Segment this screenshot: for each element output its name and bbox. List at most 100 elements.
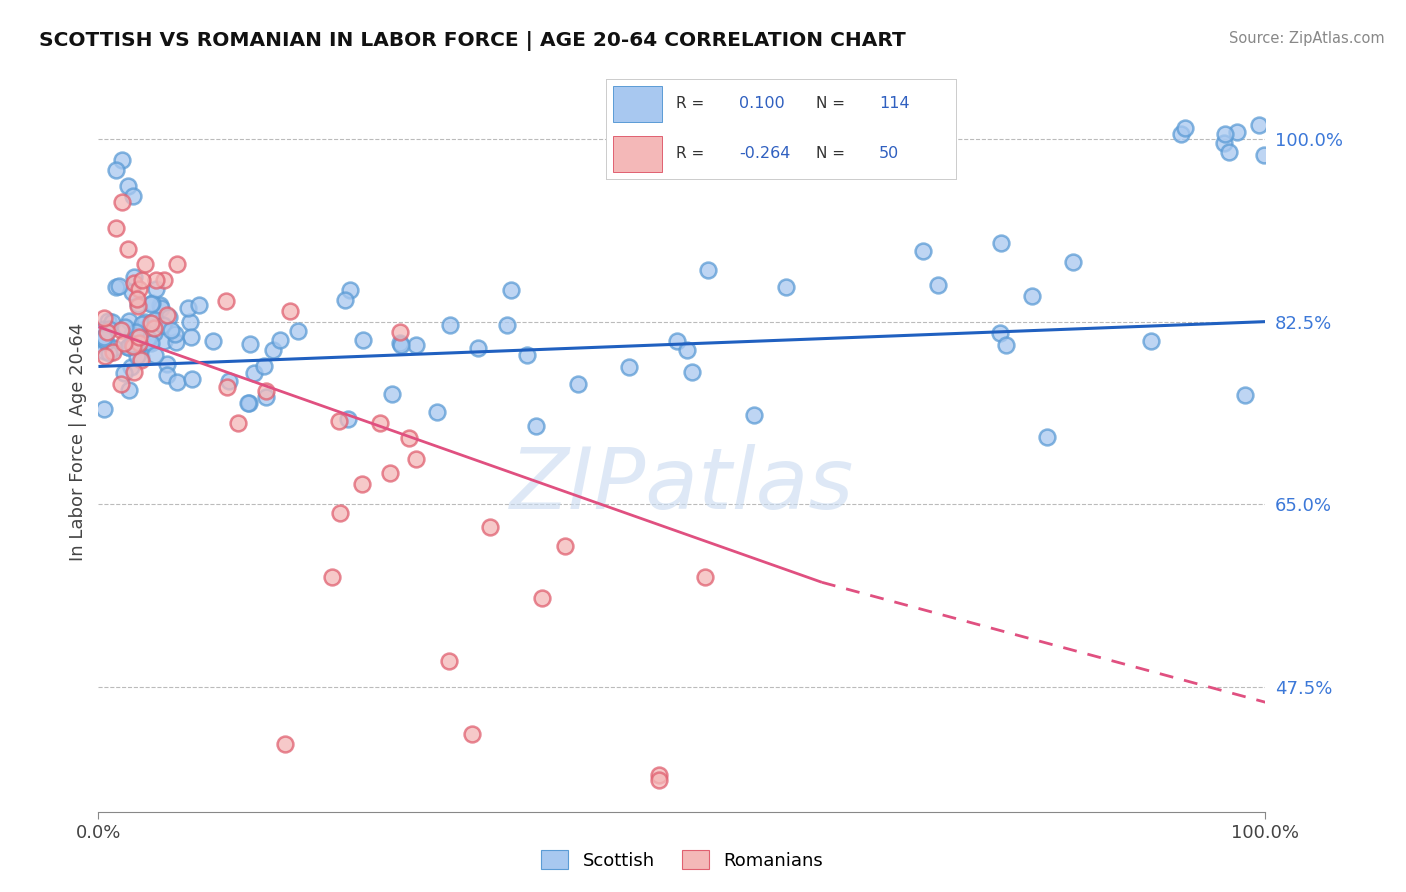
Point [495,318,517,332]
Point [988,326,1011,341]
Point [139,317,162,331]
Point [927,277,949,292]
Point [129,353,152,368]
Point [97,314,120,328]
Point [352,334,374,348]
Point [1213,136,1236,151]
Point [426,405,449,419]
Point [439,318,461,332]
Point [368,417,391,431]
Point [100,315,122,329]
Point [647,773,669,788]
Point [114,320,136,334]
Point [104,163,127,178]
Point [127,299,149,313]
Point [287,324,309,338]
Point [389,336,412,351]
Point [125,349,148,363]
Point [1253,148,1275,162]
Point [117,340,139,354]
Point [127,296,149,310]
Point [380,387,402,401]
Point [697,263,720,277]
Point [218,374,240,388]
Point [238,396,260,410]
Point [201,334,224,349]
Point [134,315,156,329]
Point [215,294,238,309]
Point [156,308,179,322]
Point [118,314,141,328]
Point [1249,118,1271,132]
Point [681,365,703,379]
Point [389,325,412,339]
Point [321,570,343,584]
Point [93,330,115,344]
Point [117,242,139,256]
Point [121,339,143,353]
Point [516,348,538,362]
Point [131,318,153,332]
Point [180,330,202,344]
Point [567,377,589,392]
Point [117,179,139,194]
Point [912,244,935,258]
Point [104,220,127,235]
Point [524,419,547,434]
Point [145,273,167,287]
Point [96,325,118,339]
Point [131,273,153,287]
Point [378,466,402,480]
Point [128,282,150,296]
Point [149,298,172,312]
Point [157,310,180,324]
Point [149,301,172,316]
Point [145,282,167,296]
Point [122,189,145,203]
Point [239,337,262,351]
Point [121,337,143,351]
Point [179,315,201,329]
Point [118,383,141,397]
Point [139,317,162,331]
Point [647,768,669,782]
Point [1226,125,1249,139]
Legend: Scottish, Romanians: Scottish, Romanians [534,843,830,877]
Point [177,301,200,315]
Point [156,357,179,371]
Point [994,338,1017,352]
Point [1218,145,1240,159]
Point [695,570,717,584]
Point [1170,127,1192,141]
Point [138,331,160,345]
Point [111,153,134,167]
Point [1021,289,1043,303]
Point [1140,334,1163,348]
Point [120,359,142,374]
Point [274,737,297,751]
Point [339,283,361,297]
Point [153,273,176,287]
Point [129,350,152,364]
Text: SCOTTISH VS ROMANIAN IN LABOR FORCE | AGE 20-64 CORRELATION CHART: SCOTTISH VS ROMANIAN IN LABOR FORCE | AG… [39,31,905,51]
Point [262,343,284,357]
Point [335,293,357,307]
Point [94,349,117,363]
Point [665,334,688,348]
Point [141,295,163,310]
Point [253,359,276,373]
Point [990,236,1012,251]
Point [530,591,553,605]
Point [398,431,420,445]
Point [499,283,522,297]
Point [269,334,291,348]
Point [97,345,120,359]
Point [437,653,460,667]
Point [1174,121,1197,136]
Point [152,318,174,332]
Point [143,313,166,327]
Point [128,330,150,344]
Point [165,334,187,349]
Point [112,335,135,350]
Point [242,366,264,380]
